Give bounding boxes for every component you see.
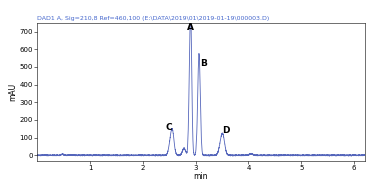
Text: B: B [201,59,208,68]
Text: DAD1 A, Sig=210,8 Ref=460,100 (E:\DATA\2019\01\2019-01-19\000003.D): DAD1 A, Sig=210,8 Ref=460,100 (E:\DATA\2… [37,16,269,21]
Text: D: D [222,126,230,135]
Text: C: C [166,123,172,132]
Y-axis label: mAU: mAU [8,83,17,101]
X-axis label: min: min [194,172,208,181]
Text: A: A [187,23,194,32]
